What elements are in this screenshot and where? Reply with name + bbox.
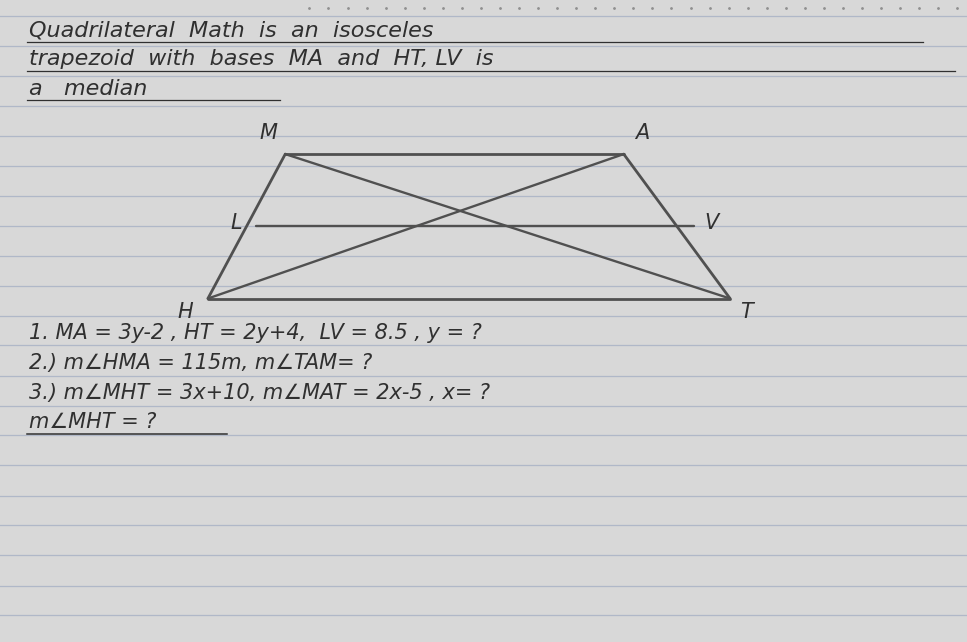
Text: trapezoid  with  bases  MA  and  HT, LV  is: trapezoid with bases MA and HT, LV is [29,49,493,69]
Text: 1. MA = 3y-2 , HT = 2y+4,  LV = 8.5 , y = ?: 1. MA = 3y-2 , HT = 2y+4, LV = 8.5 , y =… [29,322,482,343]
Text: 2.) m∠HMA = 115m, m∠TAM= ?: 2.) m∠HMA = 115m, m∠TAM= ? [29,352,372,373]
Text: A: A [635,123,650,143]
Text: H: H [178,302,193,322]
Text: m∠MHT = ?: m∠MHT = ? [29,412,157,433]
Text: V: V [704,213,718,233]
Text: 3.) m∠MHT = 3x+10, m∠MAT = 2x-5 , x= ?: 3.) m∠MHT = 3x+10, m∠MAT = 2x-5 , x= ? [29,383,490,403]
Text: Quadrilateral  Math  is  an  isosceles: Quadrilateral Math is an isosceles [29,21,433,41]
Text: T: T [740,302,752,322]
Text: a   median: a median [29,78,147,99]
Text: L: L [230,213,242,233]
Text: M: M [259,123,278,143]
